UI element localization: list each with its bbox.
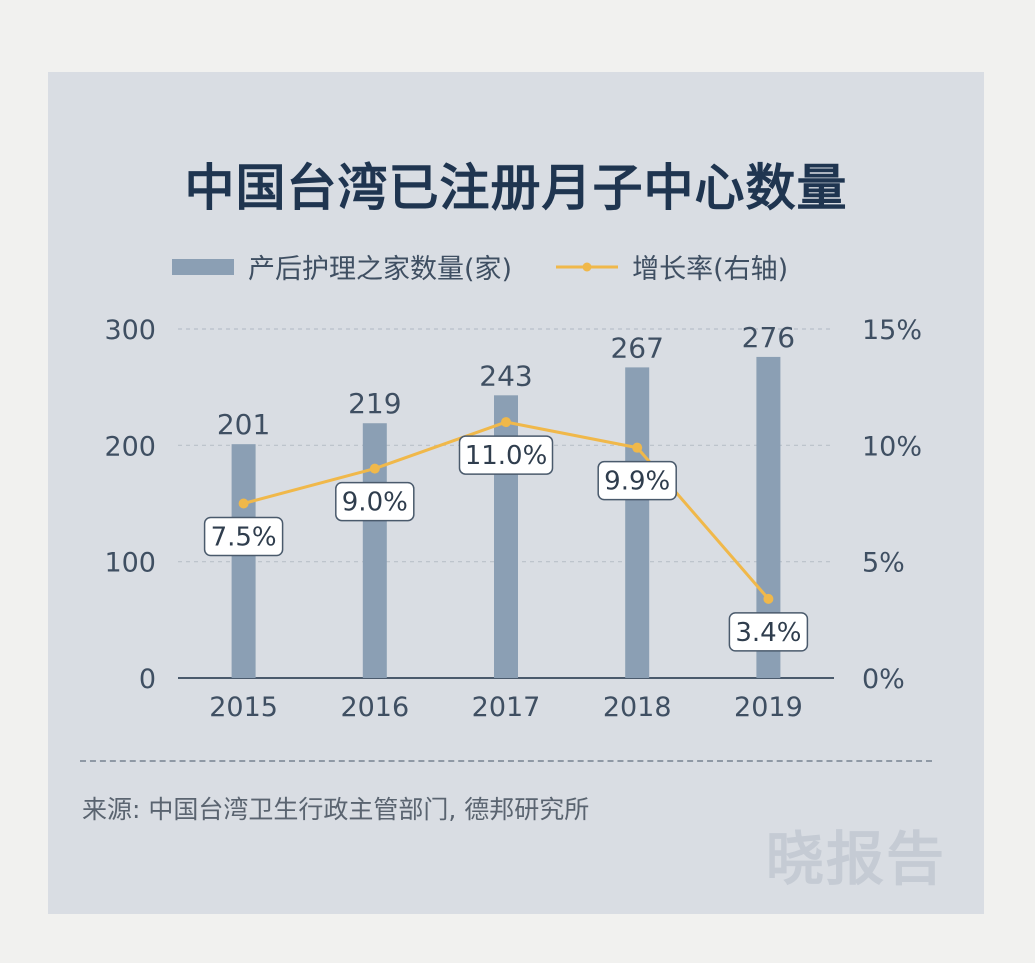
legend-bar-swatch — [172, 258, 234, 275]
bar-value-label: 219 — [348, 387, 401, 420]
legend-item-bar: 产后护理之家数量(家) — [172, 247, 512, 286]
chart-legend: 产后护理之家数量(家) 增长率(右轴) — [172, 247, 832, 286]
bar — [625, 367, 650, 678]
growth-point — [632, 442, 643, 453]
y-right-tick-label: 5% — [862, 548, 905, 579]
growth-label-box — [458, 435, 554, 475]
bar-value-label: 201 — [217, 408, 270, 441]
combo-chart: 0 100 200 300 0% 5% 10% 15% 201 219 243 267 276 2015 2… — [104, 315, 922, 723]
bar — [362, 423, 387, 678]
y-right-tick-label: 15% — [862, 315, 922, 346]
source-note: 来源: 中国台湾卫生行政主管部门, 德邦研究所 — [82, 795, 590, 824]
growth-label-box — [728, 612, 809, 652]
growth-value-label: 9.0% — [342, 488, 408, 518]
growth-label-box — [597, 460, 677, 501]
x-tick-label: 2016 — [340, 692, 409, 723]
watermark: 晓报告 — [765, 825, 946, 893]
y-left-tick-label: 300 — [104, 315, 156, 346]
growth-label-box — [335, 481, 415, 522]
growth-point — [238, 498, 249, 509]
growth-point — [763, 593, 774, 604]
x-tick-label: 2018 — [603, 692, 672, 723]
growth-value-label: 9.9% — [604, 467, 670, 497]
y-right-tick-label: 0% — [862, 664, 905, 695]
chart-card: 中国台湾已注册月子中心数量 产后护理之家数量(家) 增长率(右轴) 0 100 20… — [48, 72, 984, 914]
chart-title: 中国台湾已注册月子中心数量 — [184, 158, 848, 217]
x-tick-label: 2015 — [209, 692, 278, 723]
y-left-tick-label: 200 — [104, 431, 156, 462]
growth-value-label: 7.5% — [211, 523, 277, 553]
bar-value-label: 243 — [479, 359, 532, 392]
growth-value-label: 3.4% — [735, 618, 801, 648]
bar-value-label: 267 — [610, 331, 663, 364]
y-left-tick-label: 0 — [139, 664, 156, 695]
y-right-tick-label: 10% — [862, 431, 922, 462]
legend-bar-label: 产后护理之家数量(家) — [248, 254, 513, 285]
divider — [80, 760, 932, 762]
bar — [231, 444, 256, 678]
legend-line-swatch — [556, 262, 619, 271]
y-left-tick-label: 100 — [104, 548, 156, 579]
growth-value-label: 11.0% — [465, 441, 548, 471]
x-tick-label: 2017 — [472, 692, 541, 723]
x-tick-label: 2019 — [734, 692, 803, 723]
legend-line-label: 增长率(右轴) — [632, 254, 789, 285]
growth-point — [501, 417, 511, 428]
growth-point — [369, 463, 380, 474]
bar-value-label: 276 — [742, 321, 795, 354]
growth-label-box — [203, 516, 284, 557]
legend-item-line: 增长率(右轴) — [556, 247, 788, 286]
